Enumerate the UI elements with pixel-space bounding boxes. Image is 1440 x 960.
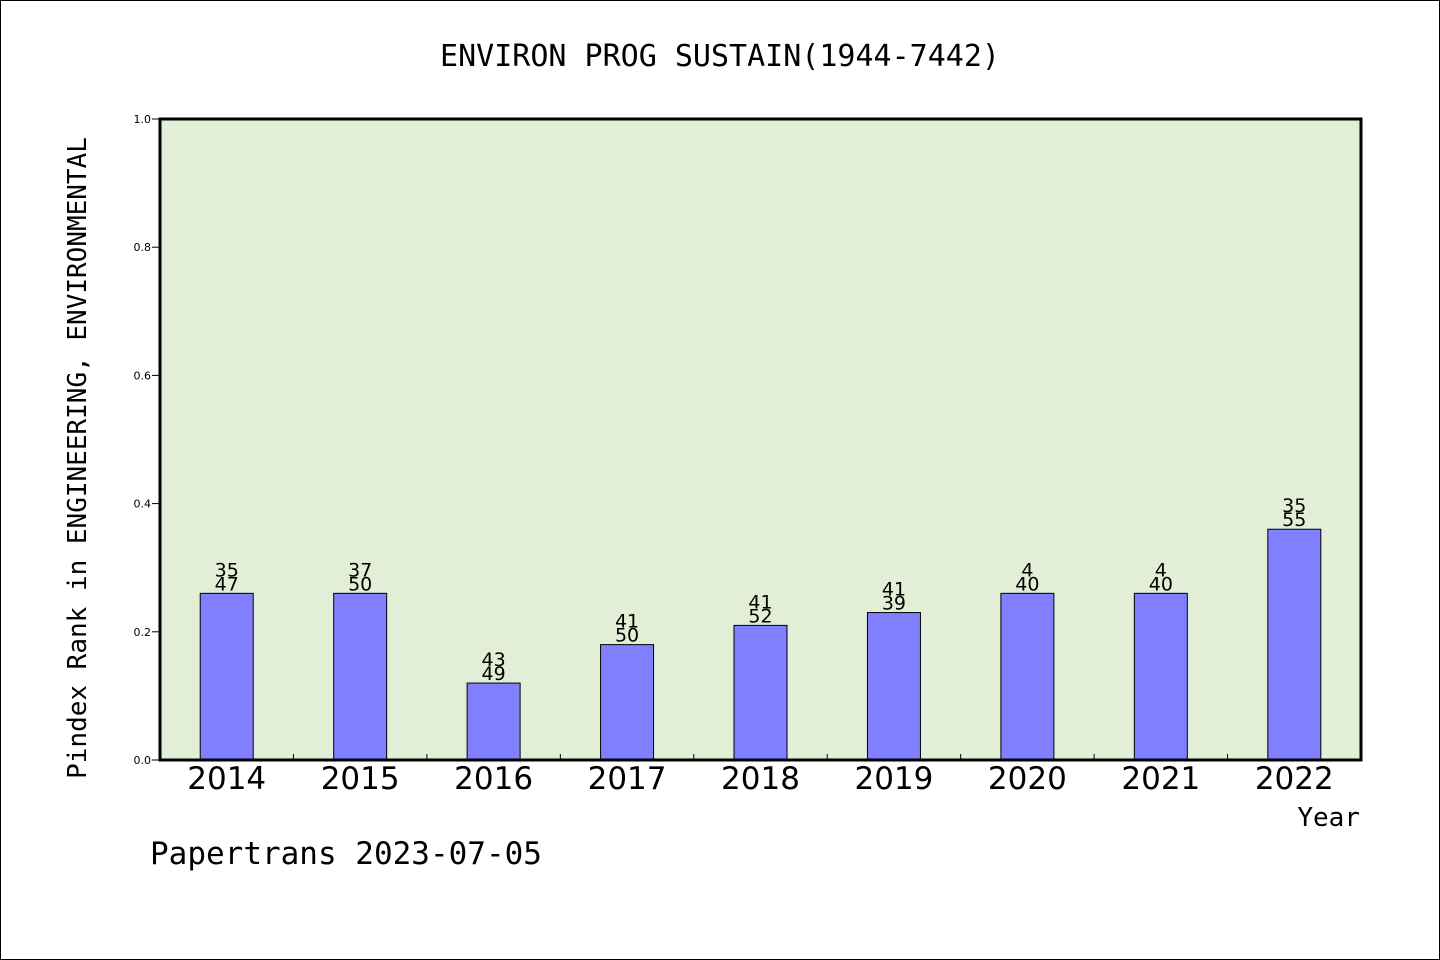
bar-2014: [199, 592, 254, 761]
bar-total-label-2016: 49: [482, 663, 506, 685]
x-tick-label-2020: 2020: [988, 761, 1067, 797]
bar-total-label-2019: 39: [882, 593, 906, 615]
y-tick-label: 0.0: [134, 754, 152, 767]
bar-total-label-2020: 40: [1015, 573, 1039, 595]
bar-2016: [466, 682, 521, 761]
bar-total-label-2014: 47: [215, 573, 239, 595]
bar-rank-label-2018: 41: [748, 591, 772, 613]
plot-border: [158, 117, 1363, 762]
bar-2021: [1133, 592, 1188, 761]
bar-2018: [733, 624, 788, 761]
bar-total-label-2015: 50: [348, 573, 372, 595]
bar-total-label-2022: 55: [1282, 509, 1306, 531]
bar-2019: [866, 612, 921, 761]
y-axis-label: Pindex Rank in ENGINEERING, ENVIRONMENTA…: [63, 137, 93, 779]
x-tick-label-2017: 2017: [588, 761, 667, 797]
bar-total-label-2018: 52: [748, 605, 772, 627]
bar-2020: [1000, 592, 1055, 761]
bar-rank-label-2014: 35: [215, 559, 239, 581]
y-tick-label: 1.0: [134, 113, 152, 126]
footer-credit: Papertrans 2023-07-05: [150, 836, 542, 872]
bar-rank-label-2015: 37: [348, 559, 372, 581]
x-axis-label: Year: [1297, 803, 1360, 833]
bars-group: [199, 528, 1322, 761]
bar-total-label-2017: 50: [615, 625, 639, 647]
x-tick-label-2014: 2014: [187, 761, 266, 797]
y-tick-label: 0.6: [134, 369, 152, 382]
bar-rank-label-2019: 41: [882, 579, 906, 601]
x-tick-label-2021: 2021: [1121, 761, 1200, 797]
bar-rank-label-2020: 4: [1021, 559, 1033, 581]
chart-title: ENVIRON PROG SUSTAIN(1944-7442): [440, 39, 1000, 74]
x-tick-label-2018: 2018: [721, 761, 800, 797]
y-tick-label: 0.8: [134, 241, 152, 254]
bar-2017: [600, 644, 655, 761]
bar-rank-label-2017: 41: [615, 611, 639, 633]
x-tick-label-2015: 2015: [321, 761, 400, 797]
bar-2015: [333, 592, 388, 761]
bar-total-label-2021: 40: [1149, 573, 1173, 595]
x-tick-label-2022: 2022: [1255, 761, 1334, 797]
y-tick-label: 0.4: [134, 498, 152, 511]
bar-rank-label-2021: 4: [1155, 559, 1167, 581]
bar-rank-label-2022: 35: [1282, 495, 1306, 517]
bar-2022: [1267, 528, 1322, 761]
x-axis: 2014 2015 2016 2017 2018 2019 2020 2021 2022: [187, 754, 1334, 797]
x-tick-label-2019: 2019: [854, 761, 933, 797]
bar-rank-label-2016: 43: [482, 649, 506, 671]
y-axis: 0.0 0.2 0.4 0.6 0.8 1.0: [134, 113, 160, 767]
x-tick-label-2016: 2016: [454, 761, 533, 797]
y-tick-label: 0.2: [134, 626, 152, 639]
